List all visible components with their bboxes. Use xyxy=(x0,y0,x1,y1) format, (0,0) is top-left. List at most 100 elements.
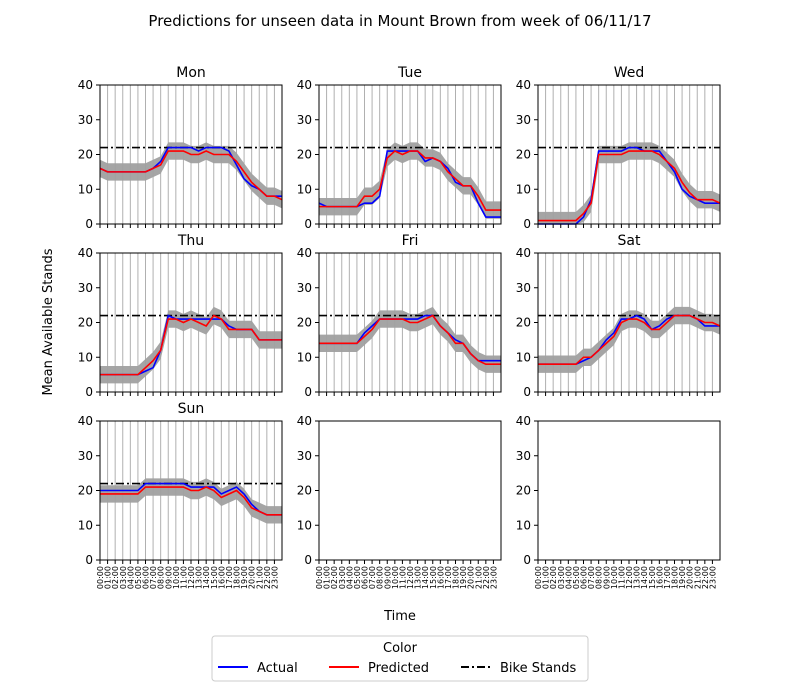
predicted-series-line xyxy=(100,314,282,376)
x-tick-label: 12:00 xyxy=(406,566,415,589)
y-tick-label: 10 xyxy=(78,350,93,364)
predicted-series-line xyxy=(99,150,283,201)
y-tick-label: 40 xyxy=(297,78,312,92)
x-tick-label: 17:00 xyxy=(225,566,234,589)
y-tick-label: 10 xyxy=(297,518,312,532)
subplot-title: Tue xyxy=(397,65,422,81)
confidence-band xyxy=(100,306,282,384)
legend-title: Color xyxy=(383,641,418,656)
confidence-band xyxy=(538,142,720,224)
y-tick-label: 20 xyxy=(297,484,312,498)
x-tick-label: 08:00 xyxy=(595,566,604,589)
y-tick-label: 20 xyxy=(78,484,93,498)
x-tick-label: 22:00 xyxy=(482,566,491,589)
y-tick-label: 10 xyxy=(297,182,312,196)
confidence-band xyxy=(100,142,282,209)
x-tick-label: 02:00 xyxy=(111,566,120,589)
y-tick-label: 20 xyxy=(516,316,531,330)
subplot: Thu 0 10 20 30 40 xyxy=(78,233,283,399)
y-tick-label: 30 xyxy=(78,449,93,463)
y-tick-label: 10 xyxy=(516,182,531,196)
x-tick-label: 23:00 xyxy=(489,566,498,589)
y-tick-label: 0 xyxy=(304,553,312,567)
x-tick-label: 23:00 xyxy=(708,566,717,589)
legend-bike-stands-label: Bike Stands xyxy=(500,661,577,676)
subplot: Fri 0 10 20 30 40 xyxy=(297,233,502,399)
x-tick-label: 03:00 xyxy=(119,566,128,589)
subplot: Wed 0 10 20 30 40 xyxy=(516,65,721,231)
x-tick-label: 16:00 xyxy=(655,566,664,589)
x-tick-label: 02:00 xyxy=(549,566,558,589)
x-tick-label: 07:00 xyxy=(149,566,158,589)
x-tick-label: 15:00 xyxy=(648,566,657,589)
actual-series-line xyxy=(100,482,282,516)
figure-title: Predictions for unseen data in Mount Bro… xyxy=(148,12,651,30)
x-tick-label: 10:00 xyxy=(391,566,400,589)
x-tick-label: 17:00 xyxy=(663,566,672,589)
subplot-grid: Mon 0 10 20 30 40 Tue 0 10 20 30 40 Wed 0 10 20 30 40 Thu 0… xyxy=(78,65,721,589)
y-tick-label: 0 xyxy=(304,217,312,231)
x-tick-label: 01:00 xyxy=(542,566,551,589)
x-tick-label: 22:00 xyxy=(701,566,710,589)
subplot-title: Fri xyxy=(402,233,419,249)
x-tick-label: 12:00 xyxy=(187,566,196,589)
y-tick-label: 40 xyxy=(297,414,312,428)
y-tick-label: 30 xyxy=(516,281,531,295)
y-tick-label: 40 xyxy=(516,246,531,260)
x-tick-label: 11:00 xyxy=(398,566,407,589)
predicted-series-line xyxy=(538,150,721,222)
predicted-series-line xyxy=(100,486,282,516)
y-tick-label: 40 xyxy=(516,414,531,428)
y-tick-label: 40 xyxy=(78,78,93,92)
x-tick-label: 18:00 xyxy=(452,566,461,589)
x-tick-label: 11:00 xyxy=(179,566,188,589)
x-tick-label: 08:00 xyxy=(157,566,166,589)
y-tick-label: 0 xyxy=(85,385,93,399)
x-tick-label: 15:00 xyxy=(210,566,219,589)
y-tick-label: 10 xyxy=(297,350,312,364)
x-tick-label: 18:00 xyxy=(233,566,242,589)
x-tick-label: 10:00 xyxy=(610,566,619,589)
x-tick-label: 16:00 xyxy=(217,566,226,589)
axes-frame xyxy=(537,420,721,561)
subplot: Mon 0 10 20 30 40 xyxy=(78,65,283,231)
x-tick-label: 04:00 xyxy=(564,566,573,589)
predicted-series-line xyxy=(538,314,721,366)
x-tick-label: 04:00 xyxy=(345,566,354,589)
y-tick-label: 0 xyxy=(523,553,531,567)
y-tick-label: 20 xyxy=(297,148,312,162)
x-tick-label: 00:00 xyxy=(96,566,105,589)
x-tick-label: 09:00 xyxy=(383,566,392,589)
x-tick-label: 19:00 xyxy=(240,566,249,589)
subplot: Tue 0 10 20 30 40 xyxy=(297,65,502,231)
x-tick-label: 00:00 xyxy=(315,566,324,589)
subplot-title: Wed xyxy=(614,65,645,81)
x-tick-label: 01:00 xyxy=(104,566,113,589)
x-tick-label: 04:00 xyxy=(126,566,135,589)
x-tick-label: 08:00 xyxy=(376,566,385,589)
x-tick-label: 07:00 xyxy=(368,566,377,589)
legend-predicted-label: Predicted xyxy=(368,661,429,676)
x-tick-label: 23:00 xyxy=(270,566,279,589)
x-tick-label: 19:00 xyxy=(459,566,468,589)
x-tick-label: 13:00 xyxy=(414,566,423,589)
x-tick-label: 20:00 xyxy=(467,566,476,589)
x-tick-label: 21:00 xyxy=(693,566,702,589)
x-tick-label: 03:00 xyxy=(557,566,566,589)
x-tick-label: 22:00 xyxy=(263,566,272,589)
subplot-title: Mon xyxy=(176,65,206,81)
x-tick-label: 16:00 xyxy=(436,566,445,589)
x-tick-label: 09:00 xyxy=(602,566,611,589)
x-tick-label: 14:00 xyxy=(640,566,649,589)
legend: Color Actual Predicted Bike Stands xyxy=(211,635,589,682)
legend-frame xyxy=(211,635,589,682)
y-tick-label: 30 xyxy=(516,449,531,463)
axes-frame xyxy=(318,420,502,561)
x-tick-label: 14:00 xyxy=(421,566,430,589)
subplot: Sat 0 10 20 30 40 xyxy=(516,233,721,399)
x-tick-label: 12:00 xyxy=(625,566,634,589)
y-tick-label: 40 xyxy=(78,414,93,428)
subplot: 01020304000:0001:0002:0003:0004:0005:000… xyxy=(297,414,502,589)
y-tick-label: 0 xyxy=(304,385,312,399)
x-tick-label: 19:00 xyxy=(678,566,687,589)
